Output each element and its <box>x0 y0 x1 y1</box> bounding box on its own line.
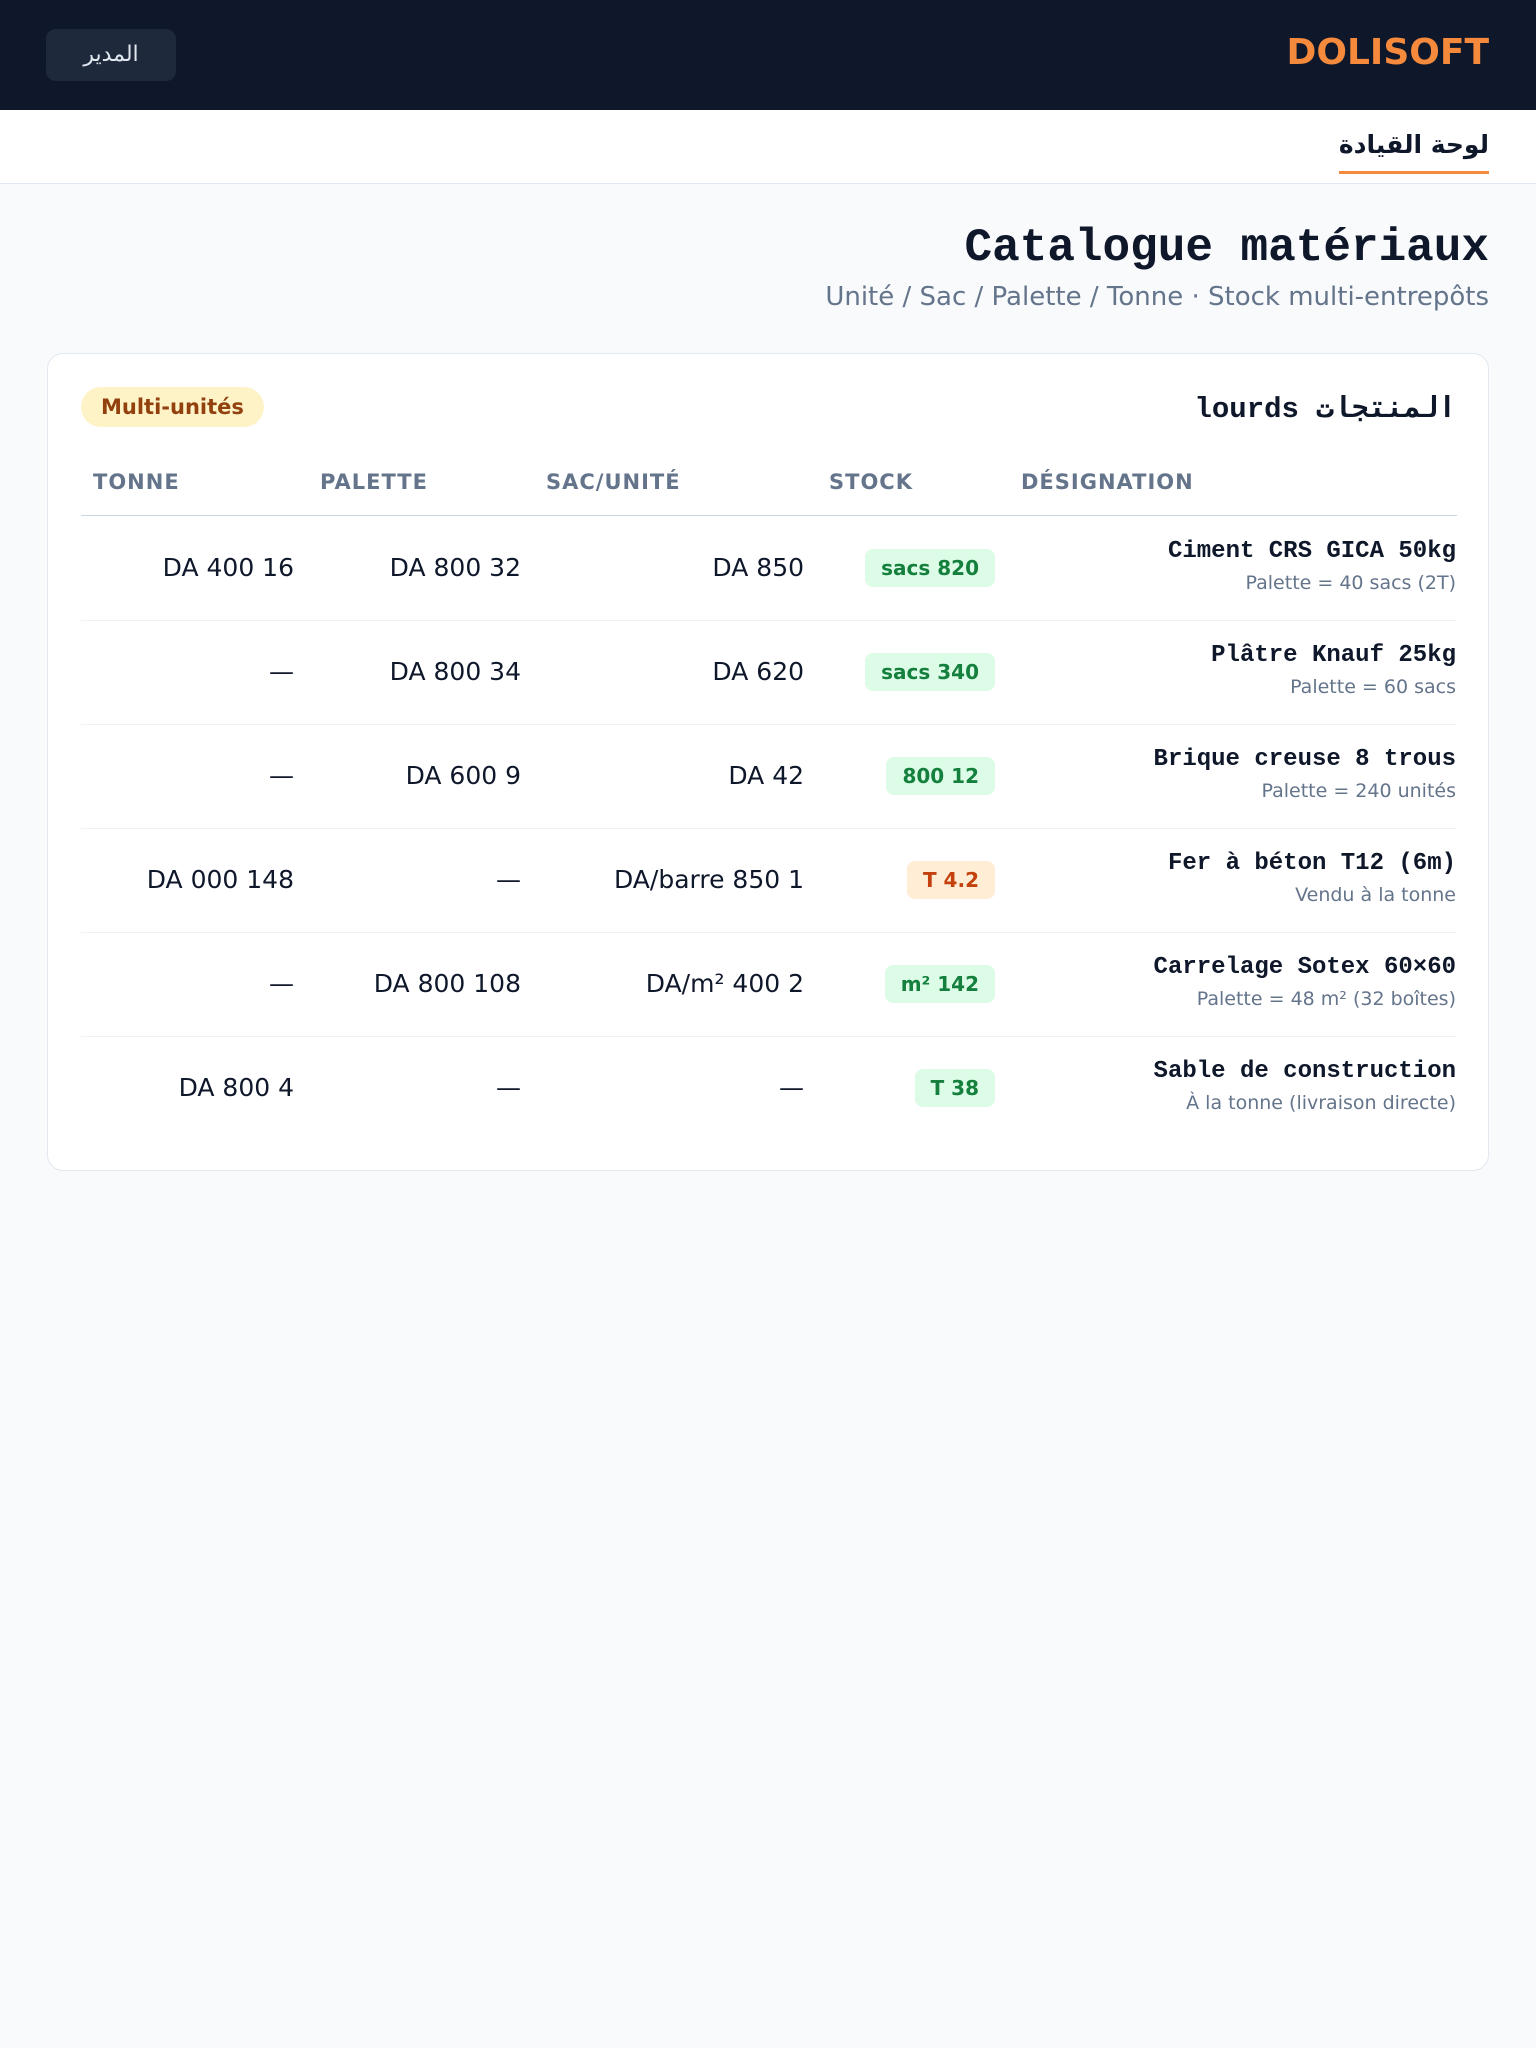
card: المنتجات lourds Multi-unités DÉSIGNATION… <box>47 353 1489 1171</box>
price-cell: DA 800 34 <box>389 657 521 686</box>
top-bar: DOLISOFT المدير <box>0 0 1536 110</box>
price-cell: — <box>779 1073 804 1102</box>
product-note: Palette = 60 sacs <box>1290 676 1456 698</box>
row-divider <box>81 932 1457 933</box>
price-cell: DA 800 108 <box>373 969 521 998</box>
column-header: PALETTE <box>320 470 428 494</box>
user-button[interactable]: المدير <box>46 29 176 81</box>
stock-badge: T 38 <box>914 1069 995 1107</box>
row-divider <box>81 1036 1457 1037</box>
product-name: Sable de construction <box>1153 1058 1456 1085</box>
nav-bar: لوحة القيادة <box>0 110 1536 184</box>
price-cell: DA 620 <box>712 657 804 686</box>
stock-badge: sacs 820 <box>865 549 995 587</box>
product-note: Palette = 40 sacs (2T) <box>1245 572 1456 594</box>
card-title: المنتجات lourds <box>1194 393 1456 426</box>
product-name: Carrelage Sotex 60×60 <box>1153 954 1456 981</box>
price-cell: DA/barre 850 1 <box>614 865 804 894</box>
price-cell: DA 400 16 <box>162 553 294 582</box>
price-cell: — <box>496 1073 521 1102</box>
row-divider <box>81 724 1457 725</box>
header-rule <box>81 515 1457 516</box>
row-divider <box>81 828 1457 829</box>
column-header: STOCK <box>829 470 913 494</box>
price-cell: — <box>496 865 521 894</box>
product-note: Palette = 240 unités <box>1261 780 1456 802</box>
product-name: Ciment CRS GICA 50kg <box>1167 538 1456 565</box>
product-note: Palette = 48 m² (32 boîtes) <box>1196 988 1456 1010</box>
price-cell: DA 800 32 <box>389 553 521 582</box>
badge: Multi-unités <box>81 387 264 427</box>
product-name: Brique creuse 8 trous <box>1153 746 1456 773</box>
nav-tab[interactable]: لوحة القيادة <box>1338 130 1489 174</box>
row-divider <box>81 620 1457 621</box>
price-cell: — <box>269 657 294 686</box>
price-cell: DA/m² 400 2 <box>645 969 804 998</box>
price-cell: DA 600 9 <box>405 761 521 790</box>
product-note: Vendu à la tonne <box>1295 884 1456 906</box>
price-cell: — <box>269 969 294 998</box>
stock-badge: sacs 340 <box>865 653 995 691</box>
stock-badge: m² 142 <box>884 965 995 1003</box>
price-cell: — <box>269 761 294 790</box>
column-header: TONNE <box>93 470 180 494</box>
column-header: SAC/UNITÉ <box>546 470 681 494</box>
column-header: DÉSIGNATION <box>1021 470 1194 494</box>
price-cell: DA 000 148 <box>146 865 294 894</box>
product-name: Plâtre Knauf 25kg <box>1211 642 1456 669</box>
stock-badge: T 4.2 <box>906 861 995 899</box>
price-cell: DA 850 <box>712 553 804 582</box>
page-subtitle: Unité / Sac / Palette / Tonne · Stock mu… <box>825 282 1489 312</box>
price-cell: DA 42 <box>728 761 804 790</box>
product-name: Fer à béton T12 (6m) <box>1167 850 1456 877</box>
price-cell: DA 800 4 <box>178 1073 294 1102</box>
brand: DOLISOFT <box>1286 32 1490 73</box>
page-title: Catalogue matériaux <box>964 222 1490 274</box>
product-note: À la tonne (livraison directe) <box>1186 1092 1456 1114</box>
stock-badge: 800 12 <box>886 757 995 795</box>
